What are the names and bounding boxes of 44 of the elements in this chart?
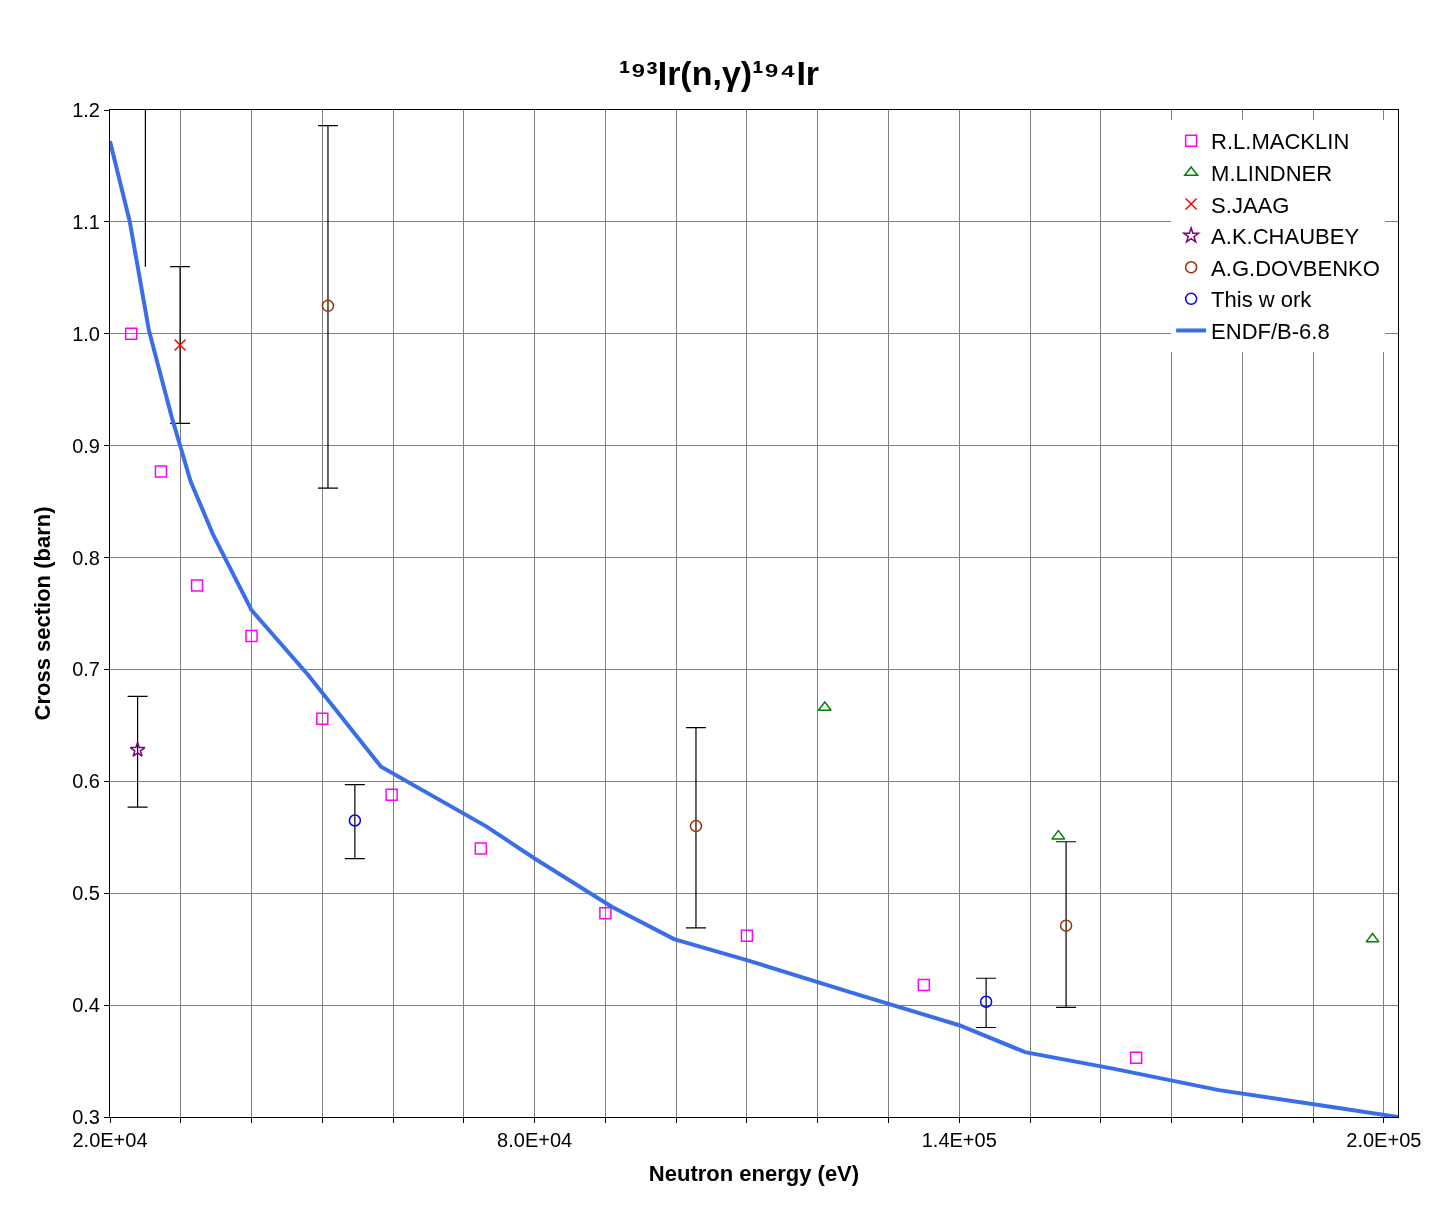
point — [316, 712, 329, 725]
point — [1059, 919, 1073, 932]
legend-label: This w ork — [1211, 287, 1313, 313]
y-tick-label: 0.4 — [72, 994, 100, 1017]
y-tick-label: 0.7 — [72, 658, 100, 681]
point — [689, 819, 703, 833]
point — [385, 788, 398, 802]
legend-label: M.LINDNER — [1211, 161, 1333, 187]
point — [321, 299, 335, 313]
point — [1129, 1051, 1143, 1064]
x-tick-label: 8.0E+04 — [497, 1129, 573, 1151]
point — [474, 842, 488, 855]
point — [124, 327, 138, 341]
legend-label: A.G.DOVBENKO — [1211, 255, 1380, 281]
point — [348, 814, 362, 827]
point — [740, 929, 754, 942]
y-tick-label: 0.6 — [72, 770, 100, 793]
point — [979, 995, 993, 1008]
y-tick-label: 1.1 — [72, 210, 100, 233]
legend-label: R.L.MACKLIN — [1211, 129, 1350, 155]
y-tick-label: 1.0 — [72, 322, 100, 345]
point — [1051, 829, 1066, 840]
chart-title: ¹⁹³Ir(n,γ)¹⁹⁴Ir — [618, 54, 820, 93]
point — [129, 741, 146, 757]
y-axis-title: Cross section (barn) — [29, 506, 55, 721]
y-tick-label: 1.2 — [72, 99, 100, 121]
point — [154, 465, 168, 478]
y-tick-label: 0.8 — [72, 546, 100, 569]
x-tick-label: 2.0E+04 — [72, 1129, 148, 1151]
point — [173, 338, 187, 352]
y-tick-label: 0.9 — [72, 434, 100, 457]
x-tick-label: 1.4E+05 — [921, 1129, 997, 1151]
point — [599, 907, 612, 920]
legend-label: A.K.CHAUBEY — [1211, 224, 1360, 250]
legend-label: S.JAAG — [1211, 192, 1290, 218]
x-axis-title: Neutron energy (eV) — [648, 1160, 860, 1186]
point — [190, 579, 204, 592]
x-tick-label: 2.0E+05 — [1346, 1129, 1422, 1151]
legend-label: ENDF/B-6.8 — [1211, 319, 1330, 345]
point — [1365, 932, 1380, 943]
point — [917, 978, 931, 992]
point — [245, 629, 258, 643]
y-tick-label: 0.5 — [72, 882, 100, 905]
y-tick-label: 0.3 — [72, 1106, 100, 1128]
